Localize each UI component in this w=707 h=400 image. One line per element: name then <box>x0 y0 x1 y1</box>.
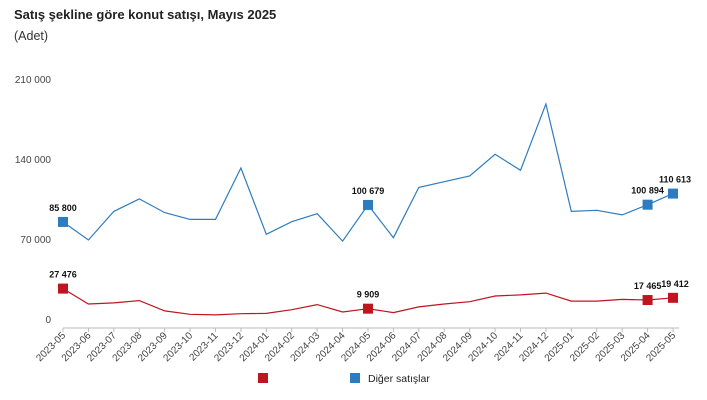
data-label: 85 800 <box>49 203 77 213</box>
y-tick-label: 140 000 <box>15 155 52 166</box>
data-label: 100 679 <box>352 186 385 196</box>
y-tick-label: 0 <box>45 315 51 326</box>
data-label: 27 476 <box>49 270 77 280</box>
series-line-1 <box>62 101 674 243</box>
data-marker <box>668 188 678 199</box>
y-tick-label: 70 000 <box>20 235 51 246</box>
data-marker <box>642 295 653 306</box>
data-marker <box>363 303 373 314</box>
data-label: 9 909 <box>357 290 380 300</box>
data-label: 110 613 <box>659 175 691 185</box>
chart-title: Satış şekline göre konut satışı, Mayıs 2… <box>14 7 277 22</box>
data-marker <box>642 199 653 210</box>
data-label: 100 894 <box>631 186 664 196</box>
data-label: 17 465 <box>634 281 662 291</box>
legend-label-1: Diğer satışlar <box>368 373 430 385</box>
data-marker <box>58 216 68 227</box>
data-label: 19 412 <box>661 279 689 289</box>
data-marker <box>363 199 373 210</box>
y-tick-label: 210 000 <box>15 75 52 86</box>
chart-subtitle: (Adet) <box>14 29 49 43</box>
data-marker <box>668 292 678 303</box>
legend-swatch-0 <box>258 373 268 383</box>
legend-swatch-1 <box>350 373 360 383</box>
data-marker <box>58 283 68 294</box>
